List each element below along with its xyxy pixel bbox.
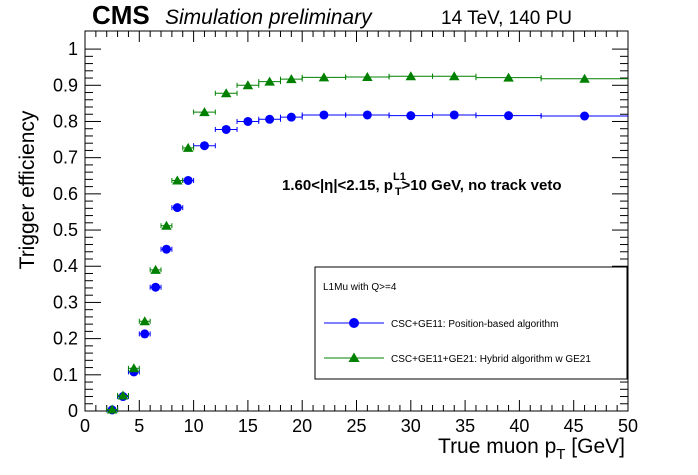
data-point-circle <box>243 116 253 126</box>
data-point-triangle <box>220 88 232 98</box>
y-tick-label: 0.9 <box>53 75 78 95</box>
series-csc-ge11-ge21 <box>106 71 628 414</box>
x-axis-title: True muon pT [GeV] <box>438 435 625 463</box>
data-point-triangle <box>286 74 297 84</box>
y-tick-label: 0.4 <box>53 256 78 276</box>
y-tick-label: 0.6 <box>53 184 78 204</box>
data-point-triangle <box>579 73 590 83</box>
x-tick-label: 30 <box>401 416 421 436</box>
cut-suffix: >10 GeV, no track veto <box>402 177 562 194</box>
x-tick-label: 25 <box>346 416 366 436</box>
cut-sub: T <box>395 186 402 198</box>
x-axis-title-unit: [GeV] <box>565 435 625 458</box>
y-tick-label: 0.3 <box>53 292 78 312</box>
cut-annotation: 1.60<|η|<2.15, pL1 T>10 GeV, no track vet… <box>282 171 562 198</box>
data-point-triangle <box>448 71 460 81</box>
data-point-circle <box>265 114 275 124</box>
x-tick-labels: 0 5 10 15 20 25 30 35 40 45 50 <box>80 416 638 436</box>
data-point-circle <box>504 111 514 121</box>
data-point-triangle <box>318 72 330 82</box>
cms-label: CMS <box>92 0 150 30</box>
x-tick-label: 40 <box>509 416 529 436</box>
data-point-circle <box>319 110 329 120</box>
data-point-circle <box>183 175 193 185</box>
y-tick-label: 0.1 <box>53 365 78 385</box>
cut-prefix: 1.60<|η|<2.15, p <box>282 177 393 194</box>
legend-label-green: CSC+GE11+GE21: Hybrid algorithm w GE21 <box>391 354 591 365</box>
legend-header: L1Mu with Q>=4 <box>323 282 397 293</box>
y-tick-label: 0.2 <box>53 329 78 349</box>
data-point-triangle <box>182 142 194 152</box>
data-point-circle <box>580 111 590 121</box>
y-tick-label: 0.7 <box>53 148 78 168</box>
x-tick-label: 10 <box>184 416 204 436</box>
y-axis-title: Trigger efficiency <box>16 110 39 269</box>
data-point-circle <box>151 282 161 292</box>
data-point-circle <box>449 110 459 120</box>
data-point-circle <box>406 111 416 121</box>
data-point-circle <box>161 244 171 254</box>
data-point-triangle <box>106 404 118 414</box>
data-point-triangle <box>242 80 254 90</box>
data-point-triangle <box>362 71 373 81</box>
data-point-circle <box>286 112 296 122</box>
data-point-triangle <box>161 220 172 230</box>
data-point-triangle <box>150 264 161 274</box>
simulation-label: Simulation preliminary <box>165 6 373 29</box>
data-point-triangle <box>172 175 183 185</box>
x-tick-label: 20 <box>292 416 312 436</box>
x-axis-title-main: True muon p <box>438 435 556 458</box>
x-tick-label: 5 <box>134 416 144 436</box>
legend-label-blue: CSC+GE11: Position-based algorithm <box>391 319 558 330</box>
data-point-triangle <box>199 107 210 117</box>
data-point-circle <box>140 329 150 339</box>
data-point-circle <box>221 124 231 134</box>
data-point-circle <box>362 110 372 120</box>
x-axis-title-sub: T <box>556 446 565 463</box>
data-point-triangle <box>405 71 417 81</box>
data-point-circle <box>172 203 182 213</box>
data-point-triangle <box>139 316 150 326</box>
x-tick-label: 45 <box>564 416 584 436</box>
legend: L1Mu with Q>=4 CSC+GE11: Position-based … <box>314 266 628 380</box>
energy-label: 14 TeV, 140 PU <box>441 8 572 29</box>
x-tick-label: 15 <box>238 416 258 436</box>
x-tick-label: 50 <box>618 416 638 436</box>
x-tick-label: 0 <box>80 416 90 436</box>
y-tick-label: 0 <box>68 401 78 421</box>
y-tick-label: 0.5 <box>53 220 78 240</box>
cut-sup: L1 <box>393 171 406 183</box>
data-point-triangle <box>117 390 129 400</box>
legend-marker-green <box>348 352 360 362</box>
y-tick-labels: 0 0.1 0.2 0.3 0.4 0.5 0.6 0.7 0.8 0.9 1 <box>53 39 78 421</box>
data-point-triangle <box>264 76 275 86</box>
legend-marker-blue <box>349 318 359 328</box>
data-point-circle <box>199 141 209 151</box>
y-tick-label: 0.8 <box>53 111 78 131</box>
data-point-triangle <box>503 72 514 82</box>
y-tick-label: 1 <box>68 39 78 59</box>
x-tick-label: 35 <box>455 416 475 436</box>
data-point-triangle <box>128 363 140 373</box>
